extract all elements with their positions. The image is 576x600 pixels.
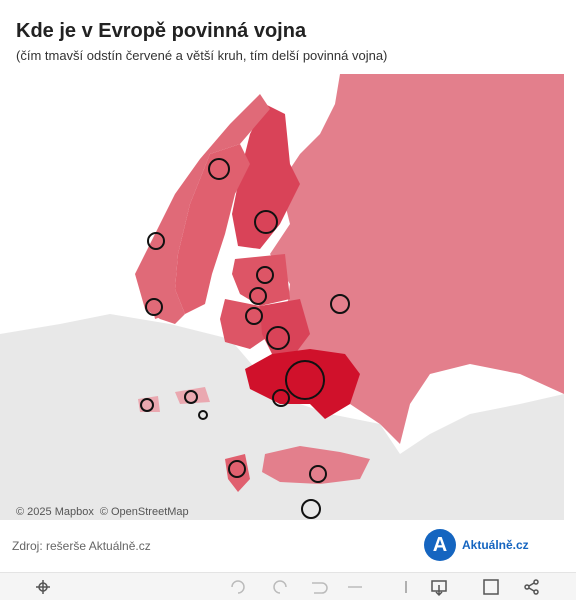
ukraine — [245, 349, 360, 419]
attribution-text: © 2025 Mapbox — [16, 506, 94, 518]
revert-button[interactable] — [312, 582, 328, 594]
fullscreen-button[interactable] — [483, 579, 499, 595]
move-button[interactable] — [36, 580, 50, 594]
russia — [270, 74, 564, 444]
title: Kde je v Evropě povinná vojna — [16, 20, 307, 42]
download-button[interactable] — [431, 580, 447, 597]
map — [0, 74, 564, 520]
poland — [220, 299, 272, 349]
source: Zdroj: rešerše Aktuálně.cz — [12, 539, 151, 553]
austria — [175, 387, 210, 404]
toolbar-icons — [36, 579, 539, 597]
baltics — [232, 254, 290, 306]
belarus — [260, 299, 310, 354]
redo-button[interactable] — [273, 580, 287, 594]
norway — [135, 94, 270, 324]
attribution-text: © OpenStreetMap — [99, 506, 189, 518]
logo-text: Aktuálně.cz — [462, 538, 529, 552]
logo-icon: A — [424, 529, 456, 561]
logo[interactable]: A Aktuálně.cz — [424, 529, 529, 561]
attribution: © 2025 Mapbox © OpenStreetMap — [16, 506, 195, 518]
finland — [232, 104, 300, 249]
toolbar — [0, 572, 576, 600]
undo-button[interactable] — [231, 580, 245, 594]
land — [0, 314, 564, 520]
sweden — [175, 144, 250, 314]
markers — [140, 158, 350, 519]
share-button[interactable] — [524, 579, 539, 595]
subtitle: (čím tmavší odstín červené a větší kruh,… — [16, 48, 388, 63]
turkey — [262, 446, 370, 484]
